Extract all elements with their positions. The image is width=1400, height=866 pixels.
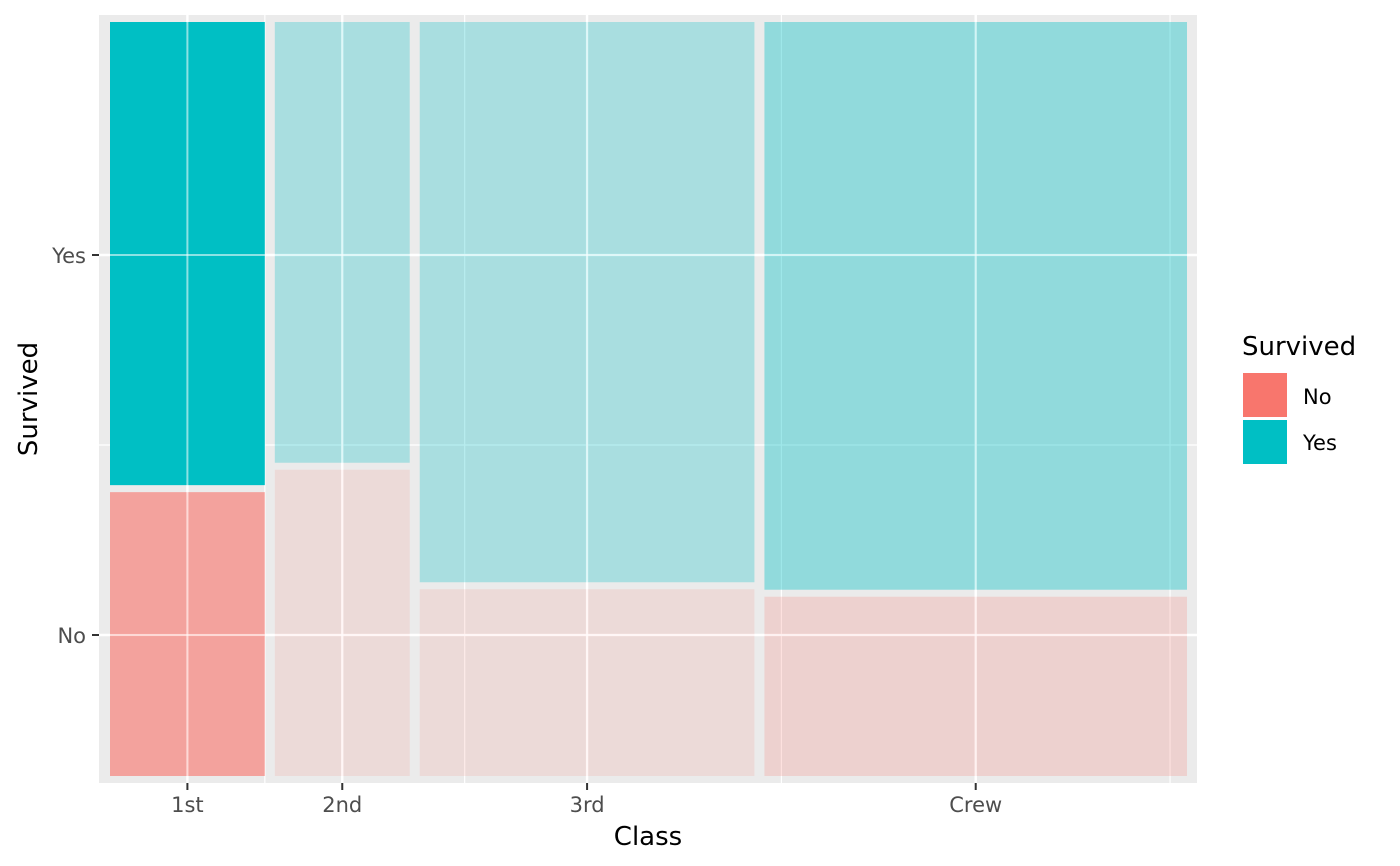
- legend-title: Survived: [1242, 332, 1356, 362]
- x-tick-label-3rd: 3rd: [570, 793, 605, 817]
- y-tick-label-yes: Yes: [51, 244, 86, 268]
- legend-key-yes: [1243, 420, 1287, 464]
- axis-ticks: 1st 2nd 3rd Crew No Yes: [51, 244, 1002, 817]
- legend-label-yes: Yes: [1302, 431, 1337, 455]
- panel-background: [99, 15, 1197, 783]
- x-tick-label-1st: 1st: [171, 793, 204, 817]
- x-tick-label-2nd: 2nd: [322, 793, 362, 817]
- legend-key-no: [1243, 373, 1287, 417]
- overlay-grid-lines: [99, 15, 1197, 783]
- legend: Survived No Yes: [1242, 332, 1356, 464]
- y-tick-label-no: No: [57, 624, 86, 648]
- legend-label-no: No: [1303, 385, 1332, 409]
- y-axis-title: Survived: [14, 342, 44, 456]
- x-tick-label-crew: Crew: [949, 793, 1002, 817]
- x-axis-title: Class: [614, 822, 682, 852]
